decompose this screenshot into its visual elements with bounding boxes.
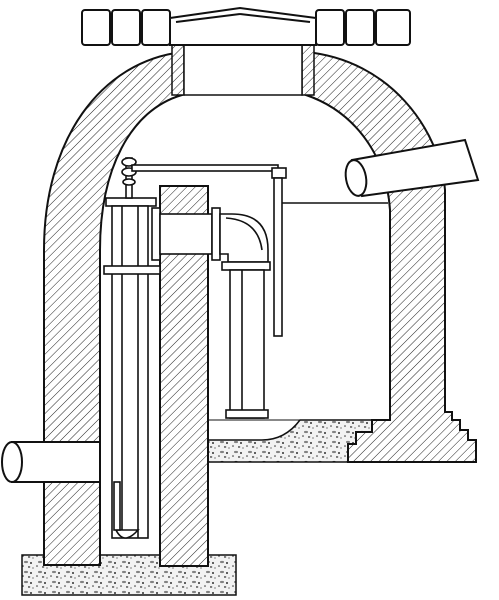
elbow-pipe bbox=[151, 207, 271, 419]
siphon-tube bbox=[103, 197, 161, 539]
outlet-pipe bbox=[1, 441, 101, 483]
inlet-pipe bbox=[344, 138, 480, 198]
capstones bbox=[81, 6, 411, 46]
shaft-wall-right bbox=[301, 44, 315, 96]
shaft-opening bbox=[183, 44, 303, 96]
valve-spindle bbox=[121, 157, 287, 337]
shaft-wall-left bbox=[171, 44, 185, 96]
